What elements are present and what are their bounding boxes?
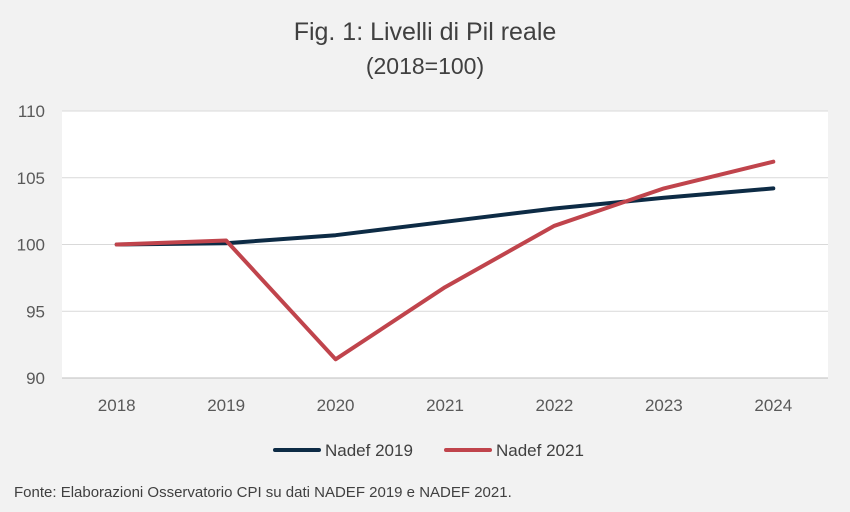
x-tick-label: 2018: [98, 396, 136, 415]
x-tick-label: 2024: [754, 396, 792, 415]
y-tick-label: 95: [26, 302, 45, 321]
legend-label: Nadef 2021: [496, 441, 584, 460]
source-note: Fonte: Elaborazioni Osservatorio CPI su …: [14, 484, 512, 501]
legend-label: Nadef 2019: [325, 441, 413, 460]
x-tick-label: 2021: [426, 396, 464, 415]
chart-subtitle: (2018=100): [365, 53, 485, 79]
chart-title: Fig. 1: Livelli di Pil reale: [293, 18, 557, 46]
y-tick-label: 110: [18, 102, 45, 121]
x-tick-label: 2022: [536, 396, 574, 415]
x-tick-label: 2023: [645, 396, 683, 415]
y-tick-label: 90: [26, 369, 45, 388]
x-tick-label: 2019: [207, 396, 245, 415]
y-tick-label: 105: [17, 169, 45, 188]
x-tick-label: 2020: [317, 396, 355, 415]
y-tick-label: 100: [17, 236, 45, 255]
series-line-nadef-2021: [114, 159, 776, 362]
